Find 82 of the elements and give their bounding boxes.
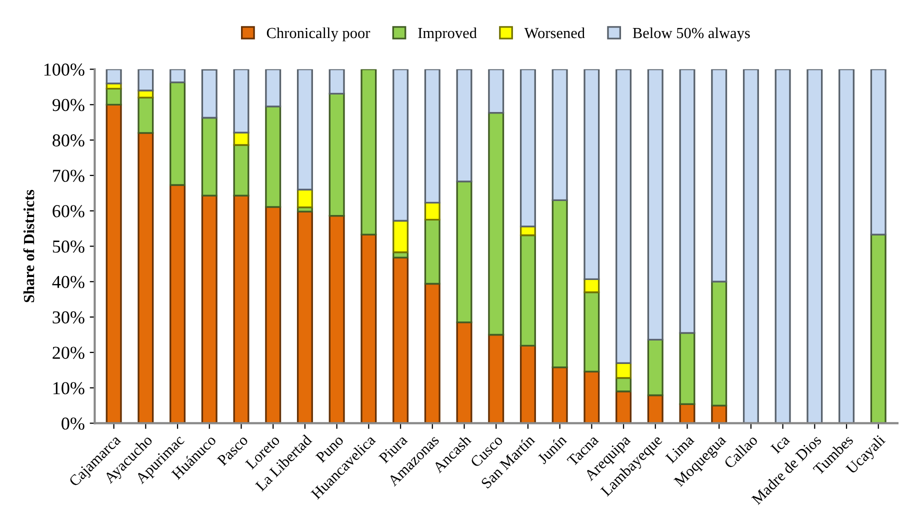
bar — [296, 188, 313, 208]
y-tick-label: 20% — [52, 346, 84, 359]
bar — [170, 82, 186, 186]
bar — [870, 69, 886, 236]
legend-label: Improved — [418, 27, 477, 42]
bar — [360, 234, 377, 424]
bar — [616, 69, 632, 364]
bar — [679, 332, 696, 405]
y-tick-label: 10% — [53, 382, 84, 394]
y-tick-label: 30% — [52, 311, 84, 324]
legend-label: Worsened — [524, 27, 585, 38]
bar — [360, 69, 377, 236]
bar — [456, 180, 472, 324]
bar — [424, 218, 440, 285]
bar — [584, 69, 600, 280]
bar — [520, 69, 536, 228]
y-tick-label: 40% — [52, 276, 84, 288]
bar — [233, 144, 250, 196]
bar — [392, 69, 409, 222]
bar — [201, 69, 218, 119]
bar — [584, 370, 600, 424]
bar — [456, 322, 472, 424]
bar — [647, 394, 664, 424]
bar — [616, 390, 632, 424]
bar — [392, 256, 409, 424]
bar — [552, 366, 568, 424]
y-tick-label: 70% — [53, 170, 84, 182]
y-tick-label: 90% — [52, 98, 84, 112]
bar — [870, 234, 886, 424]
bar — [520, 234, 536, 347]
bar — [328, 92, 345, 217]
bar — [170, 184, 186, 424]
bar — [328, 214, 345, 424]
bar — [552, 199, 568, 368]
bar — [679, 69, 696, 334]
bar — [265, 206, 282, 424]
y-axis-title: Share of Districts — [23, 190, 34, 302]
bar — [424, 282, 440, 424]
bar — [742, 69, 759, 424]
bar — [711, 280, 728, 406]
bar — [296, 69, 313, 190]
y-tick-label: 60% — [52, 205, 84, 218]
bar — [424, 202, 440, 221]
bar — [647, 338, 664, 396]
y-tick-label: 80% — [52, 134, 84, 147]
legend-label: Chronically poor — [266, 27, 370, 42]
bar — [296, 210, 313, 424]
bar — [392, 220, 409, 254]
bar — [233, 69, 250, 134]
y-tick-label: 100% — [44, 64, 84, 76]
bar — [106, 69, 122, 84]
bar — [711, 69, 728, 282]
bar — [488, 69, 504, 114]
bar — [233, 194, 250, 424]
bar — [647, 69, 664, 341]
x-tick-label: Ica — [770, 434, 790, 454]
bar — [488, 334, 504, 424]
bar — [265, 69, 282, 108]
bar — [201, 116, 218, 196]
y-tick-label: 0% — [62, 417, 84, 430]
bar — [424, 69, 440, 204]
bar — [233, 132, 250, 146]
bar — [170, 69, 186, 84]
bar — [106, 88, 122, 106]
bar — [138, 132, 154, 424]
bar — [774, 69, 791, 424]
bar — [328, 69, 345, 95]
bar — [456, 69, 472, 182]
bar — [552, 69, 568, 202]
bar — [201, 194, 218, 424]
bar — [806, 69, 823, 424]
bar — [616, 362, 632, 379]
bar — [106, 104, 122, 424]
bar — [838, 69, 855, 424]
bar — [520, 344, 536, 424]
legend-label: Below 50% always — [632, 27, 750, 42]
bar — [138, 96, 154, 134]
bar — [138, 69, 154, 92]
y-tick-label: 50% — [52, 240, 84, 253]
bar — [488, 112, 504, 336]
bar — [265, 106, 282, 208]
bar — [584, 291, 600, 372]
